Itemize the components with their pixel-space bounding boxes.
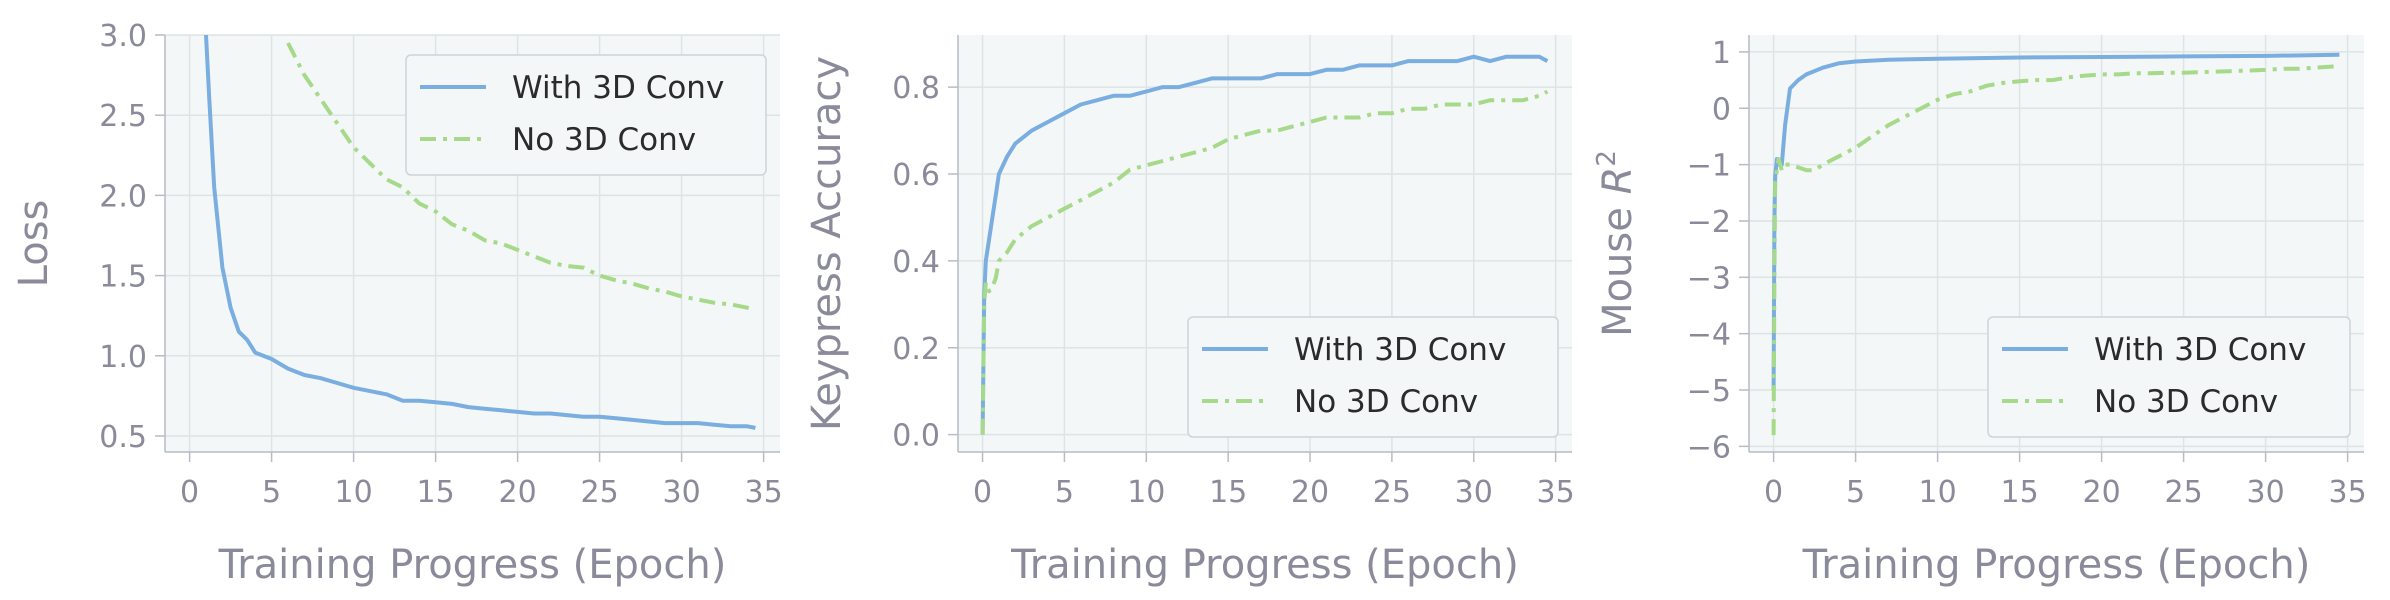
- x-tick-label: 0: [1764, 475, 1783, 510]
- x-tick-label: 5: [1055, 475, 1074, 510]
- legend-box: [1187, 316, 1559, 438]
- y-tick-label: −6: [1687, 430, 1731, 465]
- x-tick-label: 25: [1373, 475, 1411, 510]
- x-tick-label: 10: [1127, 475, 1165, 510]
- x-tick-label: 30: [663, 475, 701, 510]
- y-tick-label: −4: [1687, 318, 1731, 353]
- x-tick-label: 15: [1209, 475, 1247, 510]
- y-tick-label: 0: [1712, 92, 1731, 127]
- x-axis-label: Training Progress (Epoch): [1802, 542, 2311, 588]
- legend: With 3D Conv No 3D Conv: [1987, 316, 2351, 438]
- legend-label-no-3d-conv: No 3D Conv: [1294, 384, 1478, 420]
- y-axis-label: Loss: [11, 200, 57, 288]
- series-line-no-3d-conv: [980, 89, 1549, 435]
- y-tick-label: 0.6: [892, 158, 940, 193]
- x-tick-label: 25: [581, 475, 619, 510]
- x-tick-label: 15: [2001, 475, 2039, 510]
- legend-label-no-3d-conv: No 3D Conv: [512, 122, 696, 158]
- x-axis-label: Training Progress (Epoch): [218, 542, 727, 588]
- y-axis-label: Mouse R2: [1592, 150, 1641, 337]
- x-tick-label: 5: [262, 475, 281, 510]
- x-tick-label: 15: [417, 475, 455, 510]
- legend-label-with-3d-conv: With 3D Conv: [2094, 332, 2306, 368]
- chart-panel-1: 0 5 10 15 20 25 30 35 0.5 1.0 1.5 2.0 2.5 3.0 Training…: [11, 19, 783, 588]
- y-tick-label: −5: [1687, 374, 1731, 409]
- y-tick-label: 0.0: [892, 419, 940, 454]
- x-tick-label: 35: [2329, 475, 2367, 510]
- x-tick-label: 35: [745, 475, 783, 510]
- x-tick-label: 25: [2165, 475, 2203, 510]
- y-tick-label: 1.5: [99, 260, 147, 295]
- y-axis-label-text: Mouse: [1595, 194, 1641, 337]
- legend: With 3D Conv No 3D Conv: [1187, 316, 1559, 438]
- x-tick-label: 5: [1846, 475, 1865, 510]
- legend-label-with-3d-conv: With 3D Conv: [512, 70, 724, 106]
- x-tick-label: 30: [1455, 475, 1493, 510]
- y-axis-label: Keypress Accuracy: [804, 56, 850, 431]
- series-line-no-3d-conv: [1771, 64, 2340, 436]
- legend-label-no-3d-conv: No 3D Conv: [2094, 384, 2278, 420]
- legend-box: [405, 54, 767, 176]
- y-tick-label: −1: [1687, 149, 1731, 184]
- y-tick-label: 0.4: [892, 245, 940, 280]
- x-tick-label: 30: [2247, 475, 2285, 510]
- y-tick-label: 0.5: [99, 420, 147, 455]
- legend-label-with-3d-conv: With 3D Conv: [1294, 332, 1506, 368]
- x-axis-label: Training Progress (Epoch): [1010, 542, 1519, 588]
- legend: With 3D Conv No 3D Conv: [405, 54, 767, 176]
- x-tick-label: 0: [180, 475, 199, 510]
- series-line-with-3d-conv: [204, 35, 756, 430]
- y-tick-label: 0.8: [892, 71, 940, 106]
- series-line-no-3d-conv: [286, 42, 756, 312]
- chart-panel-3: 0 5 10 15 20 25 30 35 −6 −5 −4 −3 −2 −1 0 1 Training Pro…: [1592, 35, 2367, 588]
- y-tick-label: 3.0: [99, 19, 147, 54]
- x-tick-label: 10: [335, 475, 373, 510]
- x-tick-label: 35: [1537, 475, 1575, 510]
- y-tick-label: 2.0: [99, 179, 147, 214]
- x-tick-label: 20: [2083, 475, 2121, 510]
- x-tick-label: 10: [1919, 475, 1957, 510]
- series-line-with-3d-conv: [980, 54, 1549, 435]
- y-tick-label: 1: [1712, 36, 1731, 71]
- y-axis-label-exponent: 2: [1592, 150, 1622, 167]
- y-axis-label-symbol: R: [1595, 167, 1641, 195]
- legend-box: [1987, 316, 2351, 438]
- chart-panel-2: 0 5 10 15 20 25 30 35 0.0 0.2 0.4 0.6 0.8 Training Pr…: [804, 35, 1575, 588]
- x-tick-label: 20: [1291, 475, 1329, 510]
- x-tick-label: 20: [499, 475, 537, 510]
- y-tick-label: 0.2: [892, 332, 940, 367]
- y-tick-label: −3: [1687, 261, 1731, 296]
- x-tick-label: 0: [973, 475, 992, 510]
- y-tick-label: −2: [1687, 205, 1731, 240]
- y-tick-label: 1.0: [99, 340, 147, 375]
- y-tick-label: 2.5: [99, 99, 147, 134]
